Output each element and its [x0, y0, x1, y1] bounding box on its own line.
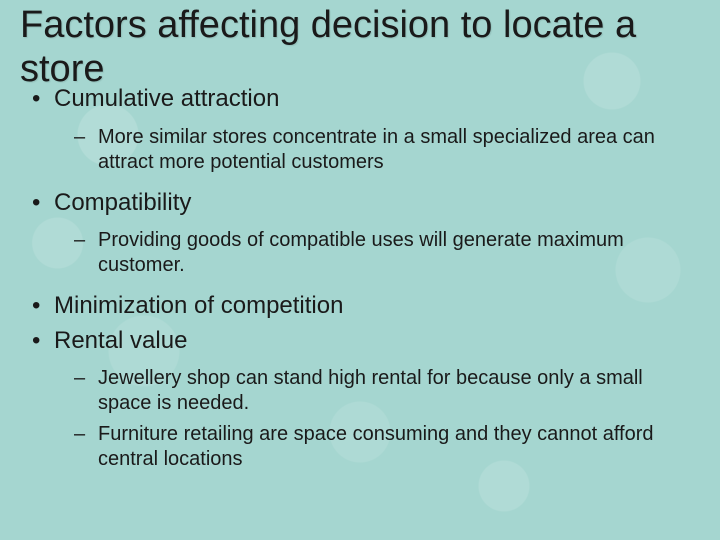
- bullet-minimization: Minimization of competition: [54, 290, 700, 321]
- sub-bullet: Providing goods of compatible uses will …: [98, 228, 700, 278]
- bullet-list-level2: More similar stores concentrate in a sma…: [54, 125, 700, 175]
- bullet-label: Compatibility: [54, 189, 191, 216]
- sub-bullet: Jewellery shop can stand high rental for…: [98, 366, 700, 416]
- bullet-label: Minimization of competition: [54, 292, 343, 319]
- bullet-compatibility: Compatibility Providing goods of compati…: [54, 187, 700, 278]
- bullet-label: Rental value: [54, 327, 187, 354]
- bullet-cumulative-attraction: Cumulative attraction More similar store…: [54, 83, 700, 174]
- bullet-list-level2: Providing goods of compatible uses will …: [54, 228, 700, 278]
- bullet-label: Cumulative attraction: [54, 85, 279, 112]
- sub-bullet: Furniture retailing are space consuming …: [98, 422, 700, 472]
- bullet-list-level1: Cumulative attraction More similar store…: [20, 83, 700, 472]
- bullet-rental-value: Rental value Jewellery shop can stand hi…: [54, 325, 700, 472]
- bullet-list-level2: Jewellery shop can stand high rental for…: [54, 366, 700, 472]
- slide-content: Cumulative attraction More similar store…: [20, 83, 700, 472]
- sub-bullet: More similar stores concentrate in a sma…: [98, 125, 700, 175]
- slide-container: Factors affecting decision to locate a s…: [0, 0, 720, 540]
- slide-title: Factors affecting decision to locate a s…: [20, 0, 700, 91]
